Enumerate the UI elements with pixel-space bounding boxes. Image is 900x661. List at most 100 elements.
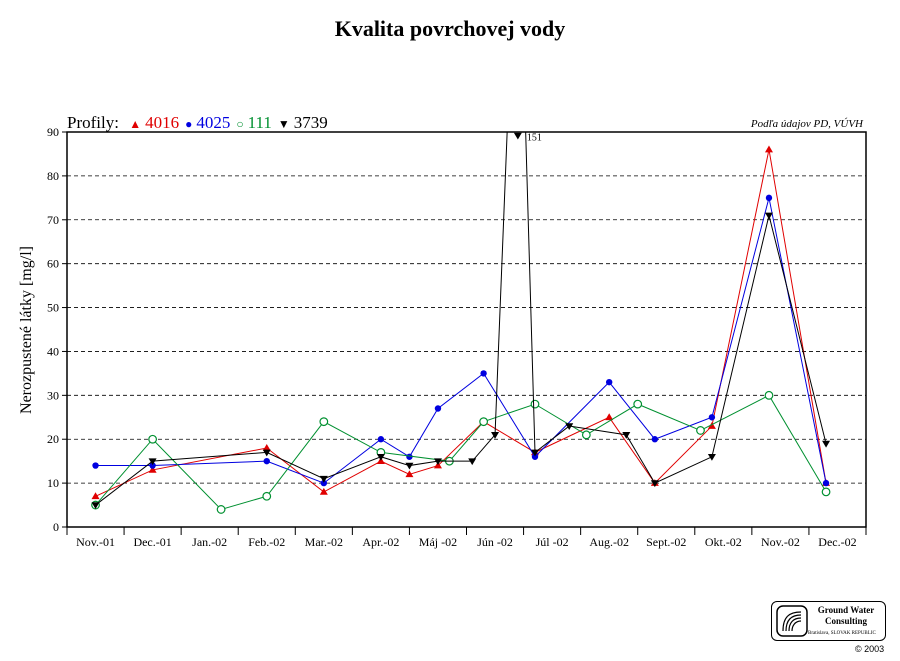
data-point-4025 xyxy=(434,405,442,412)
logo-line2: Consulting xyxy=(824,616,868,626)
legend-item-4016: ▲ 4016 xyxy=(129,113,179,133)
x-tick-label: Nov.-02 xyxy=(761,535,800,549)
data-point-4025 xyxy=(531,453,539,460)
data-point-4016 xyxy=(91,492,100,500)
data-point-111 xyxy=(530,399,540,409)
y-tick-label: 50 xyxy=(47,301,59,315)
data-point-111 xyxy=(319,417,329,427)
data-point-4025 xyxy=(765,194,773,202)
data-point-4025 xyxy=(149,462,156,469)
data-point-111 xyxy=(764,390,774,400)
source-note: Podľa údajov PD, VÚVH xyxy=(750,118,863,130)
data-point-4025 xyxy=(605,378,613,386)
data-point-3739 xyxy=(405,462,414,470)
legend-label: 3739 xyxy=(293,113,328,132)
x-tick-label: Nov.-01 xyxy=(76,535,115,549)
data-point-3739 xyxy=(622,432,631,439)
data-point-4025 xyxy=(822,479,830,487)
data-point-4025 xyxy=(406,453,413,460)
logo-text: Ground Water Consulting xyxy=(810,605,882,627)
legend-prefix: Profily: xyxy=(67,113,119,132)
data-point-111 xyxy=(696,426,705,435)
data-point-3739 xyxy=(262,449,271,457)
x-tick-label: Jan.-02 xyxy=(192,535,227,549)
series-line-4025 xyxy=(95,197,827,484)
data-point-4025 xyxy=(263,457,270,465)
x-tick-label: Sept.-02 xyxy=(646,535,686,549)
y-tick-label: 20 xyxy=(47,432,59,446)
company-logo: Ground Water Consulting Bratislava, SLOV… xyxy=(771,601,886,641)
data-point-4016 xyxy=(262,444,271,451)
legend: Profily: ▲ 4016 ● 4025 ○ 111 ▼ 3739 xyxy=(67,113,328,133)
legend-marker-icon: ▲ xyxy=(129,117,142,131)
data-point-3739 xyxy=(707,453,716,461)
data-point-4016 xyxy=(764,145,773,153)
legend-marker-icon: ▼ xyxy=(277,117,290,131)
y-tick-label: 80 xyxy=(47,169,59,183)
x-tick-label: Aug.-02 xyxy=(589,535,629,549)
series-line-111 xyxy=(95,394,827,511)
legend-item-111: ○ 111 xyxy=(236,113,272,133)
data-point-4025 xyxy=(92,462,99,469)
data-point-3739 xyxy=(530,449,539,457)
series-line-3739 xyxy=(95,132,827,506)
data-point-111 xyxy=(633,399,643,409)
y-tick-label: 10 xyxy=(47,476,59,490)
data-point-4016 xyxy=(319,487,328,495)
data-point-3739 xyxy=(650,480,659,488)
x-tick-label: Feb.-02 xyxy=(248,535,285,549)
legend-marker-icon: ○ xyxy=(236,117,244,131)
x-tick-label: Apr.-02 xyxy=(362,535,399,549)
x-tick-label: Júl -02 xyxy=(536,535,569,549)
legend-label: 111 xyxy=(247,113,272,132)
chart-title: Kvalita povrchovej vody xyxy=(334,16,566,41)
y-tick-label: 90 xyxy=(47,125,59,139)
data-point-3739 xyxy=(319,475,328,483)
data-point-111 xyxy=(581,430,591,440)
x-tick-label: Máj -02 xyxy=(419,535,457,549)
legend-label: 4016 xyxy=(145,113,180,132)
data-point-4025 xyxy=(708,414,716,421)
data-point-4016 xyxy=(148,465,157,473)
copyright: © 2003 xyxy=(855,644,885,654)
y-tick-label: 70 xyxy=(47,213,59,227)
x-tick-label: Mar.-02 xyxy=(305,535,343,549)
data-point-3739 xyxy=(433,458,442,466)
data-point-111 xyxy=(821,487,831,497)
series-line-4016 xyxy=(95,149,827,497)
data-point-3739 xyxy=(148,458,157,466)
legend-label: 4025 xyxy=(196,113,231,132)
data-point-3739 xyxy=(822,440,831,448)
y-tick-label: 40 xyxy=(47,344,59,358)
data-point-4025 xyxy=(480,370,487,377)
data-point-3739 xyxy=(468,458,477,466)
data-point-4025 xyxy=(377,436,385,443)
data-point-3739 xyxy=(91,502,100,510)
data-point-111 xyxy=(479,417,489,427)
data-point-4025 xyxy=(320,479,328,487)
y-tick-label: 0 xyxy=(53,520,59,534)
legend-items: ▲ 4016 ● 4025 ○ 111 ▼ 3739 xyxy=(123,113,328,133)
x-tick-label: Dec.-02 xyxy=(818,535,856,549)
data-point-3739 xyxy=(491,432,500,439)
data-point-4016 xyxy=(405,470,414,478)
data-point-111 xyxy=(216,505,226,514)
logo-line1: Ground Water xyxy=(817,605,875,615)
data-point-3739 xyxy=(513,132,522,140)
data-point-3739 xyxy=(565,423,574,431)
data-point-3739 xyxy=(764,212,773,220)
x-tick-label: Okt.-02 xyxy=(705,535,742,549)
x-tick-label: Jún -02 xyxy=(477,535,513,549)
legend-item-4025: ● 4025 xyxy=(185,113,230,133)
logo-emblem-icon xyxy=(776,605,808,637)
x-tick-label: Dec.-01 xyxy=(133,535,171,549)
data-point-4016 xyxy=(707,422,716,429)
data-point-4016 xyxy=(605,413,614,421)
legend-item-3739: ▼ 3739 xyxy=(278,113,328,133)
annotation-label: 151 xyxy=(527,132,542,143)
data-point-111 xyxy=(262,491,272,501)
data-point-111 xyxy=(148,434,158,444)
y-tick-label: 30 xyxy=(47,388,59,402)
data-point-3739 xyxy=(376,453,385,461)
